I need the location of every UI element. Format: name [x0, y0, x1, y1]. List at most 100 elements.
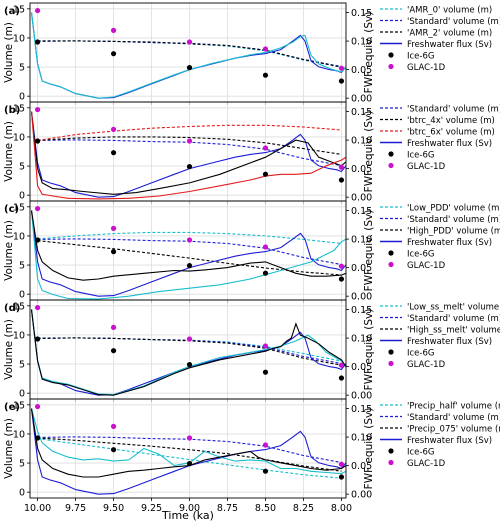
y-tick-label: 15	[13, 202, 25, 213]
left-y-axis-label: Volume (m)	[3, 220, 15, 281]
y2-tick-label: 0.00	[351, 490, 372, 501]
x-tick-label: 9.75	[65, 503, 86, 514]
y2-tick-label: 0.05	[351, 461, 372, 472]
ice6g-point	[34, 138, 41, 144]
panel-frame	[29, 398, 347, 499]
glac1d-point	[186, 138, 193, 144]
series-line	[30, 408, 346, 478]
series-line	[37, 136, 342, 155]
ice6g-point	[34, 435, 41, 441]
series-line	[37, 240, 342, 276]
ice6g-point	[262, 270, 269, 276]
y-tick-label: 5	[19, 261, 25, 272]
glac1d-point	[110, 225, 117, 231]
series-line	[30, 408, 346, 475]
glac1d-point	[338, 65, 345, 71]
glac1d-point	[186, 435, 193, 441]
ice6g-point	[186, 461, 193, 467]
glac1d-point	[186, 39, 193, 45]
legend-label: 'Standard' volume (m)	[407, 17, 500, 27]
y-tick-label: 10	[13, 231, 25, 242]
y2-tick-label: 0.00	[351, 193, 372, 204]
y2-tick-label: 0.10	[351, 334, 372, 345]
y-tick-label: 0	[19, 191, 25, 202]
x-tick-label: 9.00	[179, 503, 200, 514]
right-y-axis-label: FWF equiv. (Sv)	[363, 12, 375, 94]
x-tick-label: 10.00	[24, 503, 51, 514]
glac1d-point	[110, 27, 117, 33]
glac1d-point	[186, 336, 193, 342]
y-tick-label: 0	[19, 488, 25, 499]
legend-marker	[388, 261, 394, 268]
ice6g-point	[110, 447, 117, 453]
y-tick-label: 15	[13, 301, 25, 312]
series-line	[37, 231, 342, 245]
glac1d-point	[110, 126, 117, 132]
legend-marker	[388, 63, 394, 70]
left-y-axis-label: Volume (m)	[3, 418, 15, 479]
legend-label: GLAC-1D	[407, 162, 446, 172]
ice6g-point	[110, 51, 117, 57]
y2-tick-label: 0.10	[351, 37, 372, 48]
ice6g-point	[262, 468, 269, 474]
y2-tick-label: 0.10	[351, 235, 372, 246]
ice6g-point	[186, 362, 193, 368]
legend-label: Freshwater flux (Sv)	[407, 337, 492, 347]
legend-label: GLAC-1D	[407, 360, 446, 370]
series-line	[30, 111, 346, 198]
ice6g-point	[262, 171, 269, 177]
x-axis-label: Time (ka)	[161, 509, 214, 522]
legend-label: 'AMR_0' volume (m)	[407, 6, 492, 16]
legend-label: 'Standard' volume (m)	[407, 215, 500, 225]
series-line	[37, 124, 342, 141]
y2-tick-label: 0.15	[351, 305, 372, 316]
legend-marker	[388, 448, 394, 454]
y-tick-label: 0	[19, 389, 25, 400]
ice6g-point	[338, 474, 345, 480]
legend-label: GLAC-1D	[407, 459, 446, 469]
legend-label: 'Low_ss_melt' volume (m)	[407, 303, 500, 313]
legend-marker	[388, 162, 394, 169]
legend-label: GLAC-1D	[407, 261, 446, 271]
y2-tick-label: 0.00	[351, 94, 372, 105]
legend-marker	[388, 52, 394, 58]
legend-label: Freshwater flux (Sv)	[407, 40, 492, 50]
y2-tick-label: 0.15	[351, 206, 372, 217]
legend-label: 'Standard' volume (m)	[407, 314, 500, 324]
y-tick-label: 10	[13, 330, 25, 341]
glac1d-point	[262, 46, 269, 52]
left-y-axis-label: Volume (m)	[3, 319, 15, 380]
legend-label: Ice-6G	[407, 349, 434, 359]
legend-label: 'AMR_2' volume (m)	[407, 29, 492, 39]
series-line	[30, 309, 346, 396]
ice6g-point	[262, 369, 269, 375]
glac1d-point	[186, 237, 193, 243]
series-line	[30, 210, 346, 281]
glac1d-point	[338, 164, 345, 170]
right-y-axis-label: FWF equiv. (Sv)	[363, 111, 375, 193]
y-tick-label: 5	[19, 459, 25, 470]
ice6g-point	[338, 375, 345, 381]
series-line	[30, 111, 346, 195]
y2-tick-label: 0.05	[351, 164, 372, 175]
series-line	[30, 12, 346, 99]
glac1d-point	[34, 205, 41, 212]
y-tick-label: 5	[19, 162, 25, 173]
glac1d-point	[110, 423, 117, 429]
ice6g-point	[110, 249, 117, 255]
x-tick-label: 8.50	[255, 503, 276, 514]
y2-tick-label: 0.00	[351, 292, 372, 303]
ice6g-point	[338, 276, 345, 282]
y2-tick-label: 0.05	[351, 362, 372, 373]
right-y-axis-label: FWF equiv. (Sv)	[363, 210, 375, 292]
panel-label: (c)	[4, 204, 19, 215]
legend-label: Ice-6G	[407, 448, 434, 458]
legend-label: Ice-6G	[407, 52, 434, 62]
y2-tick-label: 0.15	[351, 8, 372, 19]
legend-label: Freshwater flux (Sv)	[407, 139, 492, 149]
y2-tick-label: 0.05	[351, 263, 372, 274]
y-tick-label: 15	[13, 400, 25, 411]
y-tick-label: 10	[13, 132, 25, 143]
y2-tick-label: 0.15	[351, 404, 372, 415]
legend-label: 'btrc_6x' volume (m)	[407, 128, 495, 138]
